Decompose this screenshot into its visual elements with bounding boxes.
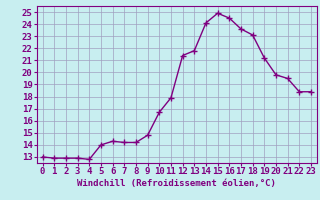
X-axis label: Windchill (Refroidissement éolien,°C): Windchill (Refroidissement éolien,°C) [77,179,276,188]
